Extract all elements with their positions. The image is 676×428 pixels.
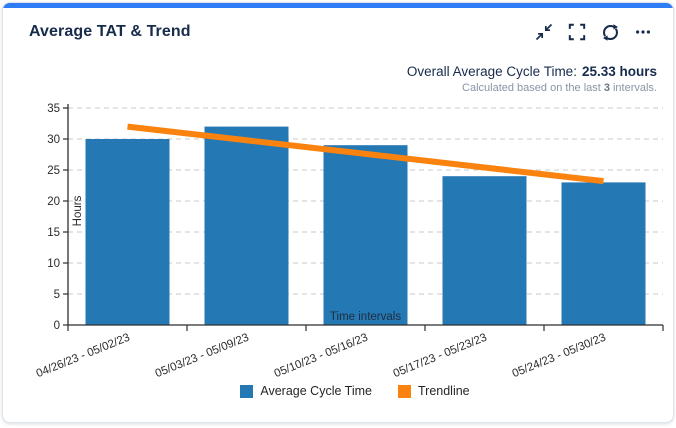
y-tick-label: 25: [47, 165, 60, 177]
bar-average-cycle-time[interactable]: [85, 139, 170, 325]
bar-average-cycle-time[interactable]: [204, 126, 289, 325]
y-tick-label: 10: [47, 258, 60, 270]
more-options-icon: [636, 30, 650, 34]
collapse-icon: [535, 23, 553, 41]
y-tick-label: 5: [54, 289, 60, 301]
card-accent-bar: [3, 3, 673, 8]
y-tick-label: 35: [47, 103, 60, 115]
trendline-series-swatch: [397, 384, 411, 398]
y-tick-label: 30: [47, 134, 60, 146]
trendline: [127, 123, 604, 185]
calculation-note: Calculated based on the last 3 intervals…: [462, 82, 657, 94]
x-tick-label: 05/10/23 - 05/16/23: [273, 332, 370, 380]
overall-cycle-time-value: 25.33 hours: [581, 64, 657, 79]
collapse-button[interactable]: [534, 22, 554, 42]
legend-label: Average Cycle Time: [260, 384, 372, 398]
chart-canvas: 0 5 10 15 20 25 30 35 04/26/23 - 05/02/23 05/03/2…: [35, 103, 664, 380]
fullscreen-icon: [568, 23, 586, 41]
y-tick-label: 15: [47, 227, 60, 239]
tat-trend-chart: 0 5 10 15 20 25 30 35 04/26/23 - 05/02/23 05/03/2…: [3, 98, 673, 385]
widget-toolbar: [534, 22, 653, 42]
x-tick-label: 05/24/23 - 05/30/23: [511, 332, 608, 380]
y-axis-title: Hours: [72, 195, 84, 226]
overall-cycle-time: Overall Average Cycle Time: 25.33 hours: [407, 64, 657, 79]
chart-legend: Average Cycle Time Trendline: [3, 384, 673, 398]
y-tick-label: 20: [47, 196, 60, 208]
widget-title: Average TAT & Trend: [29, 23, 191, 40]
bar-average-cycle-time[interactable]: [442, 176, 527, 325]
x-tick-label: 05/03/23 - 05/09/23: [154, 332, 251, 380]
refresh-icon: [602, 23, 618, 41]
refresh-button[interactable]: [600, 22, 620, 42]
x-tick-label: 04/26/23 - 05/02/23: [35, 332, 132, 380]
bar-average-cycle-time[interactable]: [561, 182, 646, 325]
widget-header: Average TAT & Trend: [29, 22, 653, 42]
legend-item-trendline[interactable]: Trendline: [397, 384, 470, 398]
y-tick-label: 0: [54, 320, 60, 332]
more-options-button[interactable]: [633, 22, 653, 42]
bar-average-cycle-time[interactable]: [323, 145, 408, 325]
overall-summary: Overall Average Cycle Time: 25.33 hours …: [407, 64, 657, 94]
x-tick-label: 05/17/23 - 05/23/23: [392, 332, 489, 380]
bar-series-swatch: [240, 384, 254, 398]
fullscreen-button[interactable]: [567, 22, 587, 42]
widget-card: Average TAT & Trend: [2, 2, 674, 423]
overall-cycle-time-label: Overall Average Cycle Time:: [406, 64, 577, 79]
x-axis-title: Time intervals: [330, 311, 401, 323]
legend-item-average-cycle-time[interactable]: Average Cycle Time: [240, 384, 372, 398]
legend-label: Trendline: [417, 384, 470, 398]
